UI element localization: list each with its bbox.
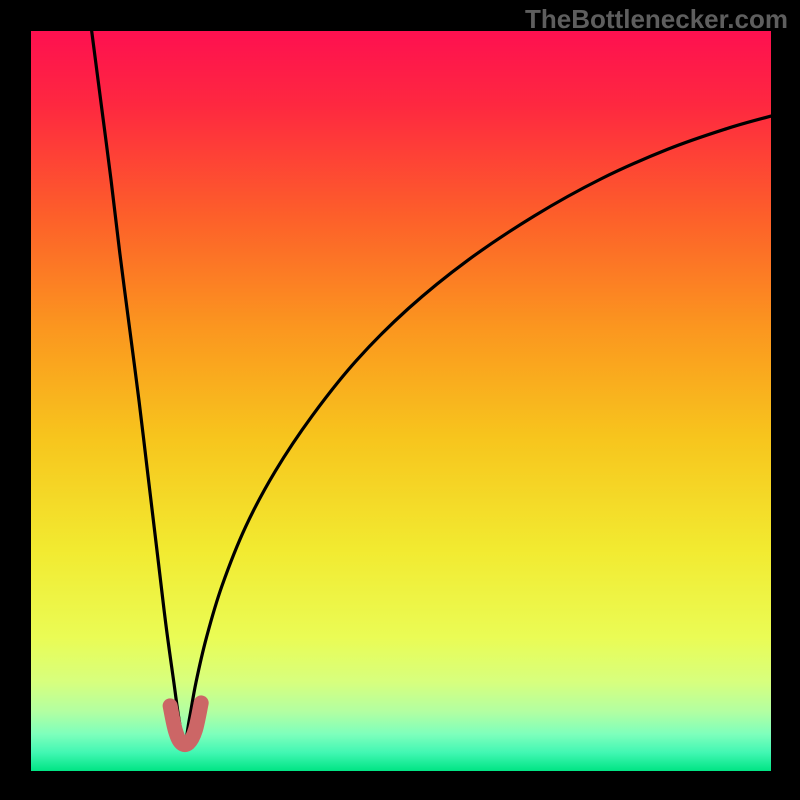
bottleneck-curve (92, 31, 771, 745)
curve-layer (31, 31, 771, 771)
plot-area (31, 31, 771, 771)
chart-stage: TheBottlenecker.com (0, 0, 800, 800)
marker-u-shape (170, 703, 201, 745)
